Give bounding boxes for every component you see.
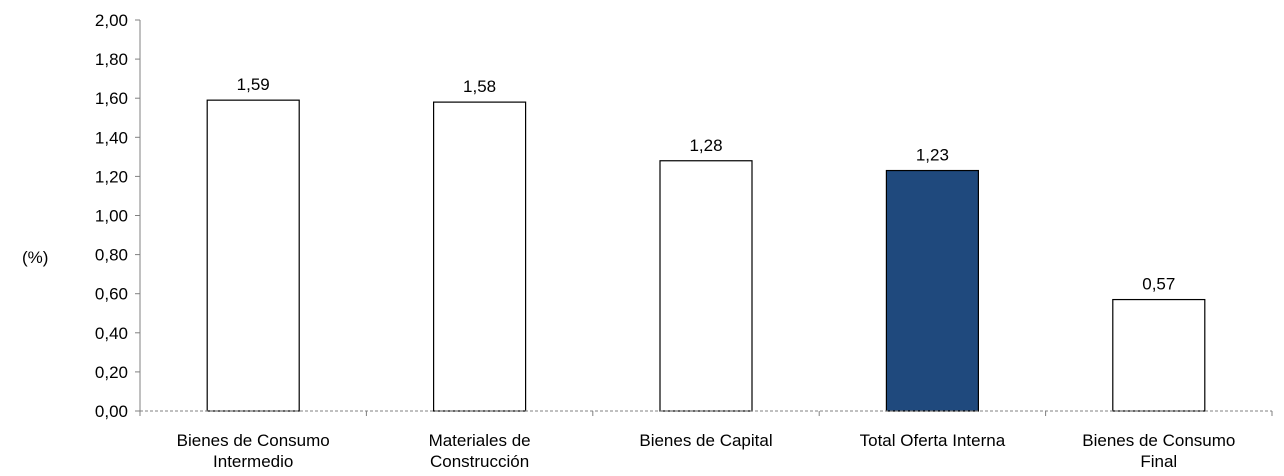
data-label: 1,28 xyxy=(689,136,722,155)
data-label: 1,59 xyxy=(237,75,270,94)
bar xyxy=(885,169,980,412)
y-tick-label: 1,20 xyxy=(95,167,128,186)
y-tick-label: 0,40 xyxy=(95,324,128,343)
data-label: 1,23 xyxy=(916,146,949,165)
y-tick-label: 1,80 xyxy=(95,50,128,69)
bar xyxy=(206,99,300,412)
bar xyxy=(433,101,527,412)
category-label: Bienes de Capital xyxy=(639,431,772,450)
y-tick-label: 1,40 xyxy=(95,128,128,147)
y-tick-label: 1,00 xyxy=(95,207,128,226)
y-axis: 0,00 0,20 0,40 0,60 0,80 1,00 1,20 1,40 1,60 1,80… xyxy=(95,11,141,421)
data-label: 0,57 xyxy=(1142,275,1175,294)
category-label: Total Oferta Interna xyxy=(860,431,1006,450)
y-tick-label: 0,20 xyxy=(95,363,128,382)
category-label: Bienes de Consumo Intermedio xyxy=(177,431,330,471)
y-tick-label: 2,00 xyxy=(95,11,128,30)
bars xyxy=(206,99,1206,412)
x-axis: Bienes de Consumo Intermedio Materiales de… xyxy=(139,410,1273,471)
category-label: Materiales de Construcción xyxy=(429,431,531,471)
y-tick-label: 0,60 xyxy=(95,285,128,304)
y-tick-label: 0,00 xyxy=(95,402,128,421)
bar xyxy=(1112,298,1206,412)
y-tick-label: 1,60 xyxy=(95,89,128,108)
y-tick-label: 0,80 xyxy=(95,246,128,265)
data-label: 1,58 xyxy=(463,77,496,96)
y-axis-label: (%) xyxy=(22,248,48,267)
bar xyxy=(659,160,753,412)
data-labels: 1,59 1,58 1,28 1,23 0,57 xyxy=(237,75,1176,293)
category-label: Bienes de Consumo Final xyxy=(1082,431,1235,471)
